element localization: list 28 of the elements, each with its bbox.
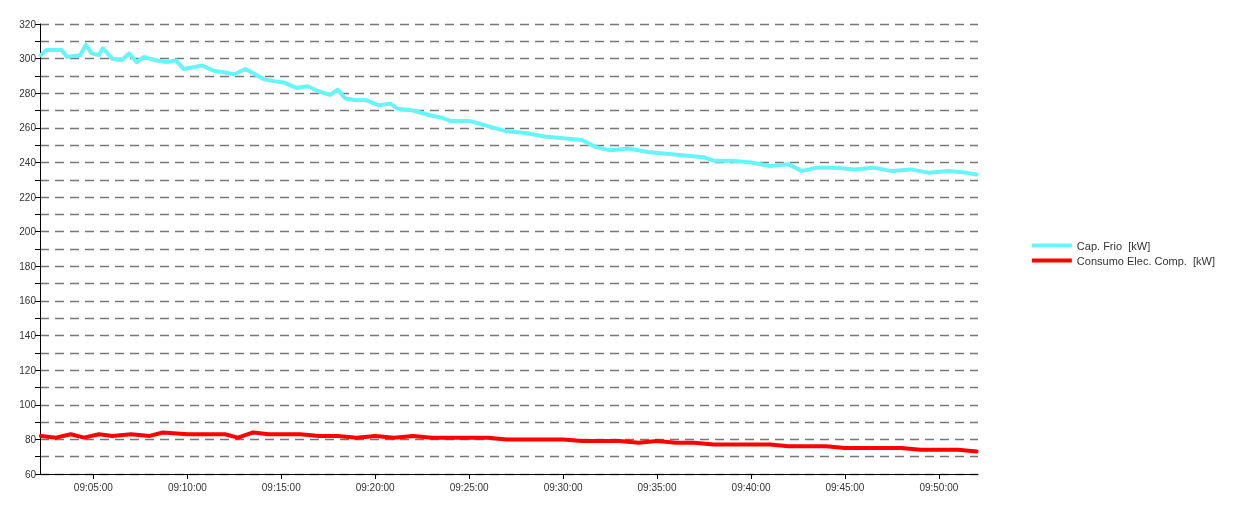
y-tick-label: 160 <box>19 295 37 307</box>
y-tick-label: 280 <box>19 87 37 99</box>
y-tick-label: 200 <box>19 226 37 238</box>
x-tick-label: 09:50:00 <box>919 481 959 493</box>
y-tick-label: 220 <box>19 191 37 203</box>
x-tick-label: 09:35:00 <box>637 481 677 493</box>
x-tick-label: 09:45:00 <box>825 481 865 493</box>
x-tick-label: 09:20:00 <box>355 481 396 493</box>
x-tick-label: 09:15:00 <box>261 481 302 493</box>
y-tick-label: 80 <box>24 433 37 445</box>
y-tick-label: 140 <box>19 330 37 342</box>
y-tick-label: 260 <box>19 122 37 134</box>
y-tick-label: 180 <box>19 260 37 272</box>
x-tick-label: 09:25:00 <box>449 481 490 493</box>
y-tick-label: 120 <box>19 364 37 376</box>
x-tick-label: 09:30:00 <box>543 481 584 493</box>
legend-label: Consumo Elec. Comp. [kW] <box>1076 254 1216 267</box>
y-tick-label: 100 <box>19 399 37 411</box>
y-tick-label: 60 <box>24 468 37 480</box>
line-series <box>38 42 979 177</box>
x-tick-label: 09:10:00 <box>167 481 208 493</box>
y-tick-label: 240 <box>19 156 37 168</box>
y-tick-label: 300 <box>19 53 37 65</box>
legend-label: Cap. Frio [kW] <box>1076 239 1151 252</box>
y-tick-label: 320 <box>19 18 37 30</box>
x-tick-label: 09:05:00 <box>73 481 114 493</box>
line-series <box>38 430 979 454</box>
x-tick-label: 09:40:00 <box>731 481 771 493</box>
